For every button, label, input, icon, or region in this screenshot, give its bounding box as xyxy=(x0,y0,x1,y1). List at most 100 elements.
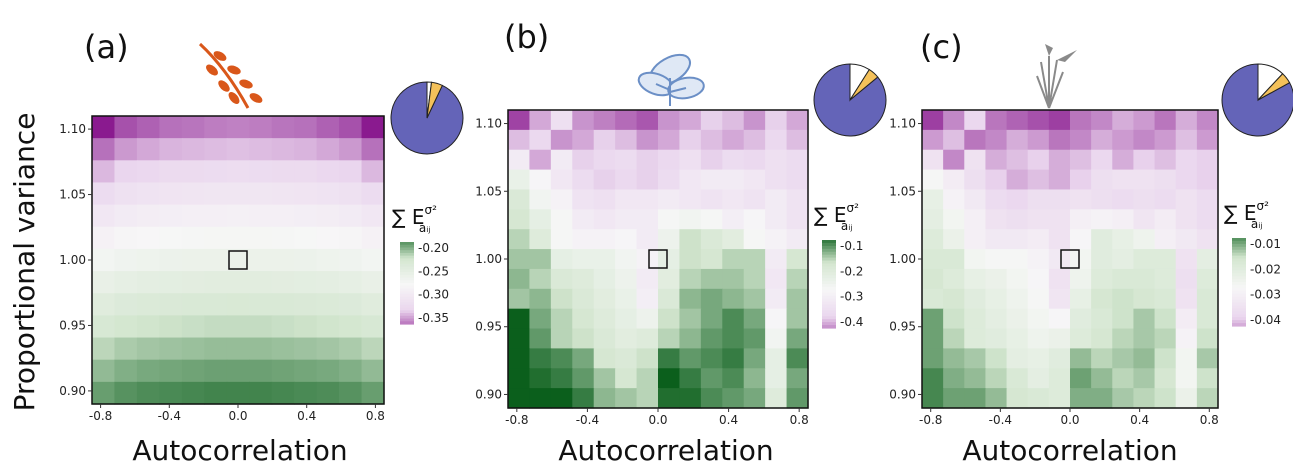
heatmap-cell xyxy=(181,248,205,272)
heatmap-cell xyxy=(1070,308,1092,330)
heatmap-cell xyxy=(1091,249,1113,270)
heatmap-cell xyxy=(1091,308,1113,330)
heatmap-cell xyxy=(550,149,573,171)
heatmap-cell xyxy=(1070,249,1092,270)
heatmap-cell xyxy=(204,337,228,361)
heatmap-cell xyxy=(700,288,723,310)
heatmap-cell xyxy=(1070,149,1092,171)
heatmap-cell xyxy=(271,315,295,339)
heatmap-cell xyxy=(159,293,183,316)
panel-label-a: (a) xyxy=(84,28,129,66)
colorbar-swatch xyxy=(400,274,414,279)
heatmap-cell xyxy=(1175,348,1198,369)
heatmap-cell xyxy=(226,315,250,339)
heatmap-cell xyxy=(550,268,573,290)
colorbar-swatch xyxy=(1232,238,1246,242)
heatmap-cell xyxy=(593,169,616,191)
colorbar-swatch xyxy=(1232,323,1246,327)
colorbar-swatch xyxy=(1232,311,1246,315)
heatmap-cell xyxy=(181,359,205,383)
y-tick-label: 0.90 xyxy=(475,387,502,401)
heatmap-cell xyxy=(508,388,531,409)
heatmap-cell xyxy=(572,288,595,310)
heatmap-cell xyxy=(743,308,766,330)
heatmap-cell xyxy=(615,229,638,250)
heatmap-cell xyxy=(339,337,363,361)
heatmap-cell xyxy=(1175,189,1198,210)
heatmap-cell xyxy=(1112,249,1135,270)
colorbar-swatch xyxy=(1232,296,1246,301)
heatmap-cell xyxy=(1196,249,1219,270)
heatmap-cell xyxy=(204,182,228,206)
heatmap-cell xyxy=(316,204,340,228)
heatmap-cell xyxy=(249,160,273,184)
heatmap-cell xyxy=(985,229,1008,250)
heatmap-cell xyxy=(985,149,1008,171)
heatmap-cell xyxy=(572,229,595,250)
colorbar-swatch xyxy=(1232,249,1246,254)
heatmap-cell xyxy=(1112,189,1135,210)
heatmap-cell xyxy=(1112,209,1135,230)
heatmap-cell xyxy=(361,116,385,139)
heatmap-cell xyxy=(204,315,228,339)
colorbar-swatch xyxy=(400,302,414,306)
heatmap-cell xyxy=(1006,368,1029,389)
y-tick-label: 0.95 xyxy=(889,320,916,334)
y-tick-label: 1.10 xyxy=(475,117,502,131)
heatmap-a: -0.8 -0.4 0.0 0.4 0.8 0.90 0.95 1.00 1.05 1.10 xyxy=(59,115,385,423)
heatmap-cell xyxy=(339,315,363,339)
heatmap-cell xyxy=(743,288,766,310)
heatmap-cell xyxy=(92,248,116,272)
heatmap-cell xyxy=(1112,368,1135,389)
heatmap-cell xyxy=(722,368,745,389)
heatmap-cell xyxy=(722,388,745,409)
colorbar-swatch xyxy=(822,260,836,265)
heatmap-cell xyxy=(1006,249,1029,270)
colorbar-swatch xyxy=(822,266,836,270)
heatmap-cell xyxy=(529,368,552,389)
heatmap-cell xyxy=(1175,149,1198,171)
heatmap-cell xyxy=(572,110,595,131)
heatmap-cell xyxy=(1070,169,1092,191)
heatmap-cell xyxy=(92,381,116,405)
heatmap-cell xyxy=(1154,189,1177,210)
heatmap-cell xyxy=(550,189,573,210)
heatmap-cell xyxy=(1196,229,1219,250)
heatmap-cell xyxy=(204,248,228,272)
heatmap-cell xyxy=(529,209,552,230)
heatmap-cell xyxy=(1027,368,1050,389)
heatmap-cell xyxy=(1091,189,1113,210)
heatmap-cell xyxy=(593,149,616,171)
heatmap-cell xyxy=(339,182,363,206)
heatmap-cell xyxy=(529,388,552,409)
heatmap-cell xyxy=(1070,348,1092,369)
heatmap-cell xyxy=(92,293,116,316)
heatmap-cell xyxy=(136,116,160,139)
colorbar-a: ∑ Eσ² aᵢⱼ -0.20 -0.25 -0.30 -0.35 xyxy=(392,203,449,325)
heatmap-cell xyxy=(1196,288,1219,310)
heatmap-cell xyxy=(249,271,273,294)
reference-marker xyxy=(228,250,248,270)
heatmap-cell xyxy=(658,110,681,131)
colorbar-swatch xyxy=(1232,255,1246,260)
heatmap-cell xyxy=(339,116,363,139)
heatmap-cell xyxy=(294,138,318,161)
heatmap-cell xyxy=(1112,328,1135,349)
heatmap-cell xyxy=(679,189,702,210)
heatmap-cell xyxy=(114,271,138,294)
heatmap-cell xyxy=(249,293,273,316)
heatmap-cell xyxy=(339,138,363,161)
heatmap-cell xyxy=(226,226,250,250)
heatmap-cell xyxy=(572,388,595,409)
heatmap-cell xyxy=(985,308,1008,330)
heatmap-cell xyxy=(922,348,944,369)
heatmap-cell xyxy=(159,182,183,206)
heatmap-cell xyxy=(964,388,987,409)
x-tick-label: 0.4 xyxy=(719,413,738,427)
x-tick-label: 0.8 xyxy=(790,413,809,427)
heatmap-cell xyxy=(159,226,183,250)
heatmap-cell xyxy=(786,368,809,389)
heatmap-cell xyxy=(722,268,745,290)
x-tick-label: 0.0 xyxy=(1060,413,1079,427)
colorbar-swatch xyxy=(1232,279,1246,283)
